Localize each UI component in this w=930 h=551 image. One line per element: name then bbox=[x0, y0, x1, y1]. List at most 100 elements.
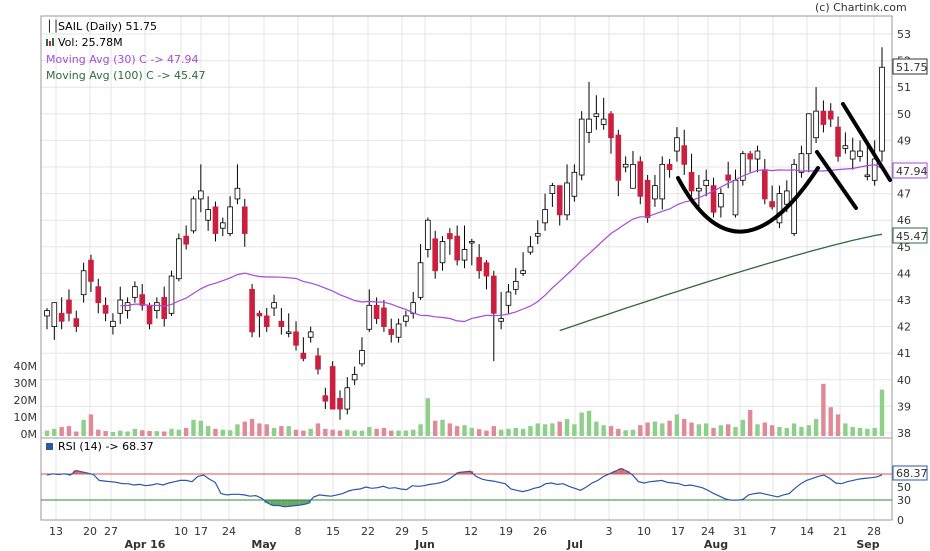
candle-body bbox=[461, 249, 468, 261]
volume-bar bbox=[572, 424, 577, 436]
svg-text:45.47: 45.47 bbox=[896, 230, 928, 243]
volume-bar bbox=[777, 427, 782, 436]
volume-bar bbox=[176, 429, 182, 436]
candle-body bbox=[835, 126, 841, 157]
volume-bar bbox=[740, 419, 746, 436]
volume-bar bbox=[850, 427, 855, 436]
volume-bar bbox=[513, 427, 518, 436]
volume-bar bbox=[586, 410, 592, 436]
x-tick-label: 29 bbox=[395, 525, 409, 538]
candle-body bbox=[564, 182, 570, 216]
volume-bar bbox=[506, 428, 511, 436]
volume-icon bbox=[46, 39, 48, 46]
price-tick-label: 53 bbox=[897, 28, 911, 41]
candle-body bbox=[44, 310, 50, 317]
rsi-icon bbox=[46, 443, 53, 450]
volume-bar bbox=[389, 430, 394, 436]
candle-body bbox=[234, 187, 241, 200]
x-tick-label: 20 bbox=[83, 525, 97, 538]
volume-bar bbox=[88, 414, 94, 436]
legend-vol: Vol: 25.78M bbox=[58, 36, 123, 49]
price-tick-label: 45 bbox=[897, 241, 911, 254]
volume-bar bbox=[161, 431, 167, 436]
volume-bar bbox=[857, 427, 863, 436]
volume-bar bbox=[227, 430, 233, 436]
rsi-oversold-fill bbox=[287, 500, 294, 507]
volume-bar bbox=[418, 424, 423, 436]
candle-body bbox=[381, 307, 387, 328]
ma30-badge: 47.94 bbox=[892, 162, 928, 179]
x-month-label: Aug bbox=[704, 538, 728, 551]
volume-bar bbox=[535, 423, 540, 436]
x-ticks: 13 20 27 10 17 24 8 15 22 29 5 12 19 26 3 10 17 24 31 7 14 21… bbox=[49, 525, 881, 551]
candle-body bbox=[95, 286, 102, 304]
rsi-tick-label: 30 bbox=[897, 494, 911, 507]
volume-bar bbox=[242, 421, 247, 436]
volume-bar bbox=[330, 429, 335, 436]
ma100-badge: 45.47 bbox=[892, 227, 928, 244]
x-month-label: Apr 16 bbox=[125, 538, 166, 551]
candle-body bbox=[198, 190, 204, 200]
candle-body bbox=[659, 163, 666, 200]
volume-bar bbox=[755, 424, 760, 436]
candle-body bbox=[329, 366, 336, 410]
rsi-oversold-fill bbox=[264, 500, 271, 503]
candle-body bbox=[66, 299, 72, 314]
candle-body bbox=[754, 150, 761, 160]
volume-bar bbox=[608, 426, 614, 436]
candle-body bbox=[593, 113, 600, 117]
candle-body bbox=[842, 145, 849, 149]
volume-bar bbox=[828, 407, 833, 436]
candle-body bbox=[542, 209, 548, 224]
volume-bar bbox=[411, 429, 416, 436]
volume-bar bbox=[96, 429, 101, 436]
volume-bar bbox=[564, 418, 570, 436]
candle-body bbox=[703, 179, 710, 187]
volume-bar bbox=[359, 430, 365, 436]
volume-bar bbox=[762, 422, 768, 436]
volume-bar bbox=[660, 423, 665, 436]
volume-bar bbox=[352, 430, 357, 436]
volume-bar bbox=[301, 430, 306, 436]
credit-text: (c) Chartink.com bbox=[815, 1, 907, 14]
volume-bar bbox=[454, 426, 460, 436]
volume-bar bbox=[425, 398, 431, 436]
candle-body bbox=[644, 179, 651, 218]
candle-body bbox=[549, 185, 556, 194]
candle-body bbox=[278, 320, 285, 327]
volume-bar bbox=[433, 420, 438, 436]
volume-bar bbox=[396, 430, 401, 436]
volume-bar bbox=[528, 426, 533, 436]
volume-bar bbox=[601, 425, 606, 436]
volume-bar bbox=[191, 419, 196, 436]
candle-body bbox=[190, 198, 197, 232]
volume-bar bbox=[169, 428, 174, 436]
candle-body bbox=[117, 299, 124, 314]
candle-body bbox=[498, 318, 504, 322]
candle-body bbox=[373, 304, 380, 320]
x-tick-label: 28 bbox=[867, 525, 881, 538]
volume-bar bbox=[674, 414, 680, 436]
candle-body bbox=[666, 163, 673, 171]
candle-body bbox=[740, 153, 746, 181]
volume-bar bbox=[747, 409, 753, 436]
rsi-overbought-fill bbox=[73, 470, 79, 474]
candle-body bbox=[798, 153, 805, 173]
x-tick-label: 22 bbox=[361, 525, 375, 538]
volume-bar bbox=[865, 428, 870, 436]
candle-body bbox=[505, 291, 512, 306]
legend: ││ SAIL (Daily) 51.75 Vol: 25.78M Moving… bbox=[46, 19, 206, 453]
volume-bar bbox=[791, 423, 797, 436]
candle-body bbox=[490, 275, 497, 314]
candle-body bbox=[710, 185, 717, 213]
candle-body bbox=[395, 323, 402, 338]
volume-bar bbox=[652, 421, 658, 436]
rsi-oversold-fill bbox=[305, 500, 311, 504]
x-tick-label: 10 bbox=[637, 525, 651, 538]
volume-bar bbox=[103, 430, 108, 436]
volume-bar bbox=[66, 426, 72, 436]
x-month-label: May bbox=[251, 538, 276, 551]
volume-bar bbox=[213, 428, 218, 436]
candle-body bbox=[879, 66, 885, 152]
candle-body bbox=[718, 193, 724, 208]
